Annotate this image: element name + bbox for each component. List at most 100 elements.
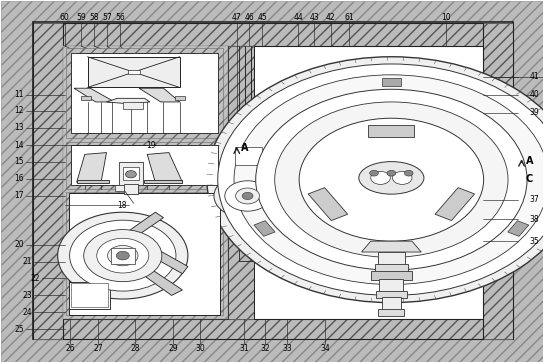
- Polygon shape: [126, 212, 164, 238]
- Bar: [33, 319, 514, 339]
- Text: 39: 39: [530, 108, 540, 117]
- Polygon shape: [74, 88, 115, 102]
- Bar: [378, 252, 405, 265]
- Text: 28: 28: [131, 344, 140, 353]
- Text: 13: 13: [14, 123, 24, 132]
- Text: 44: 44: [293, 13, 303, 22]
- Polygon shape: [139, 88, 180, 102]
- Circle shape: [236, 188, 259, 204]
- Text: 34: 34: [320, 344, 330, 353]
- Circle shape: [214, 174, 281, 219]
- Bar: [71, 53, 218, 133]
- Text: 14: 14: [14, 141, 24, 150]
- Bar: [119, 162, 144, 185]
- Polygon shape: [137, 265, 182, 295]
- Bar: [71, 144, 218, 185]
- Text: 35: 35: [530, 237, 540, 246]
- Text: 38: 38: [530, 215, 539, 224]
- Bar: [111, 248, 135, 264]
- Circle shape: [108, 245, 138, 266]
- Text: 25: 25: [14, 325, 24, 334]
- Text: 56: 56: [115, 13, 125, 22]
- Ellipse shape: [359, 162, 424, 194]
- Text: A: A: [241, 143, 249, 153]
- Text: 40: 40: [530, 90, 540, 99]
- Circle shape: [218, 64, 544, 295]
- Circle shape: [234, 75, 544, 285]
- Polygon shape: [435, 188, 474, 221]
- Bar: [123, 102, 144, 109]
- Circle shape: [370, 170, 378, 176]
- Bar: [115, 185, 125, 191]
- Text: 58: 58: [89, 13, 99, 22]
- Text: 43: 43: [310, 13, 319, 22]
- Bar: [125, 184, 138, 194]
- Text: 10: 10: [441, 13, 450, 22]
- Circle shape: [299, 118, 484, 241]
- Polygon shape: [362, 241, 421, 252]
- Bar: [81, 96, 91, 100]
- Text: 20: 20: [14, 240, 24, 249]
- Bar: [69, 282, 110, 309]
- Text: 33: 33: [282, 344, 292, 353]
- Text: 47: 47: [232, 13, 242, 22]
- Bar: [375, 264, 407, 272]
- Bar: [88, 57, 180, 87]
- Polygon shape: [308, 188, 348, 221]
- Circle shape: [126, 171, 137, 178]
- Text: 24: 24: [22, 308, 32, 317]
- Bar: [379, 279, 403, 292]
- Polygon shape: [147, 246, 188, 274]
- Bar: [66, 142, 223, 189]
- Circle shape: [116, 251, 129, 260]
- Bar: [71, 283, 108, 307]
- Bar: [69, 193, 220, 315]
- Text: 29: 29: [169, 344, 178, 353]
- Circle shape: [207, 57, 544, 303]
- Circle shape: [242, 192, 253, 200]
- Text: 30: 30: [195, 344, 205, 353]
- Text: 41: 41: [530, 72, 539, 81]
- Bar: [66, 48, 223, 138]
- Circle shape: [70, 220, 176, 291]
- Circle shape: [97, 238, 149, 273]
- Circle shape: [58, 212, 188, 299]
- Polygon shape: [145, 180, 182, 183]
- Text: 31: 31: [239, 344, 249, 353]
- Text: 16: 16: [14, 174, 24, 183]
- Text: 26: 26: [65, 344, 75, 353]
- Bar: [128, 70, 140, 74]
- Polygon shape: [508, 221, 529, 236]
- Circle shape: [225, 181, 270, 211]
- Text: 23: 23: [22, 291, 32, 300]
- Circle shape: [392, 171, 412, 184]
- Circle shape: [84, 229, 162, 282]
- Polygon shape: [107, 98, 150, 104]
- Text: 17: 17: [14, 191, 24, 200]
- Bar: [483, 23, 514, 339]
- Bar: [63, 46, 227, 319]
- Bar: [123, 167, 139, 180]
- Bar: [235, 147, 262, 165]
- Text: 42: 42: [326, 13, 336, 22]
- Text: 61: 61: [344, 13, 354, 22]
- Polygon shape: [147, 152, 182, 182]
- Text: 37: 37: [530, 195, 540, 204]
- Text: 57: 57: [102, 13, 112, 22]
- Bar: [33, 23, 514, 339]
- Bar: [230, 145, 268, 167]
- Text: 27: 27: [94, 344, 103, 353]
- Circle shape: [275, 102, 508, 257]
- Text: 15: 15: [14, 157, 24, 166]
- Bar: [33, 23, 63, 339]
- Text: 60: 60: [60, 13, 70, 22]
- Bar: [371, 271, 412, 280]
- Text: 59: 59: [76, 13, 86, 22]
- Circle shape: [387, 170, 395, 176]
- Text: 19: 19: [146, 141, 156, 150]
- Polygon shape: [381, 78, 401, 86]
- Bar: [378, 309, 404, 317]
- Text: 46: 46: [244, 13, 254, 22]
- Circle shape: [256, 89, 527, 270]
- Text: 12: 12: [14, 106, 24, 115]
